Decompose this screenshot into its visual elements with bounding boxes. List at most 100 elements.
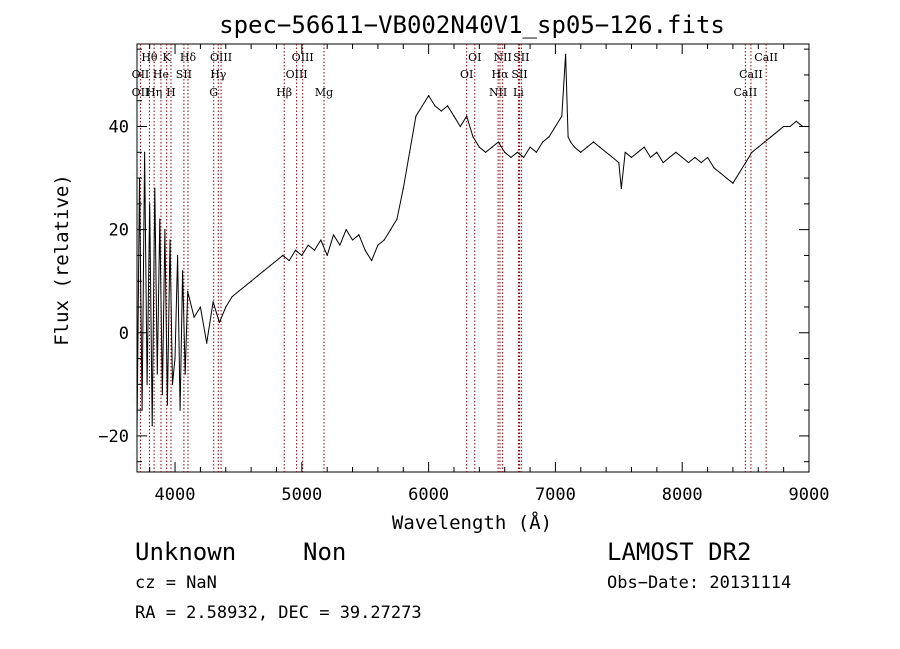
y-axis: −20 0 20 40 xyxy=(98,48,809,463)
spectrum-point xyxy=(156,373,158,375)
spectral-line-label: Li xyxy=(513,86,524,99)
spectrum-point xyxy=(171,383,174,385)
spectrum-point xyxy=(151,424,153,427)
spectrum-point xyxy=(447,105,449,107)
spectrum-point xyxy=(320,239,322,241)
spectrum-point xyxy=(738,172,740,174)
spectral-line-label: SII xyxy=(513,51,529,64)
spectral-line-label: NII xyxy=(489,86,507,99)
spectral-line-label: OI xyxy=(468,51,481,64)
spectrum-point xyxy=(504,151,506,153)
spectrum-point xyxy=(637,151,639,153)
survey-name: LAMOST DR2 xyxy=(607,538,752,566)
spectrum-point xyxy=(573,146,576,148)
spectrum-point xyxy=(199,306,201,308)
spectrum-series xyxy=(136,53,810,437)
spectrum-point xyxy=(649,156,652,159)
spectrum-point xyxy=(389,229,392,231)
spectrum-point xyxy=(250,280,252,282)
spectral-line-label: K xyxy=(163,51,172,64)
spectral-line-label: H xyxy=(166,86,176,99)
spectrum-point xyxy=(789,125,791,128)
spectrum-point xyxy=(370,259,373,262)
spectral-line-label: SII xyxy=(511,68,527,81)
x-tick-label: 4000 xyxy=(155,485,196,505)
spectral-line-label: He xyxy=(153,68,169,81)
spectral-line-label: G xyxy=(209,86,218,99)
spectrum-point xyxy=(751,151,753,153)
spectrum-point xyxy=(179,409,181,411)
spectrum-point xyxy=(146,383,148,385)
object-class: Unknown xyxy=(135,538,237,566)
spectral-line-label: Hδ xyxy=(180,51,197,64)
spectrum-point xyxy=(620,187,622,189)
spectrum-point xyxy=(783,125,785,128)
spectrum-point xyxy=(732,182,734,184)
spectrum-point xyxy=(440,110,442,112)
spectrum-point xyxy=(244,285,246,287)
spectrum-point xyxy=(618,162,620,164)
spectrum-point xyxy=(187,290,189,293)
spectrum-point xyxy=(434,105,436,107)
chart-title: spec−56611−VB002N40V1_sp05−126.fits xyxy=(219,11,725,39)
spectrum-point xyxy=(364,249,366,251)
y-axis-label: Flux (relative) xyxy=(51,174,73,346)
spectrum-point xyxy=(466,115,468,117)
spectrum-point xyxy=(485,151,487,153)
spectrum-point xyxy=(159,218,161,220)
spectrum-point xyxy=(795,120,797,122)
spectrum-point xyxy=(218,321,221,324)
spectrum-point xyxy=(497,141,499,143)
spectrum-point xyxy=(231,296,233,298)
spectrum-point xyxy=(339,244,341,246)
spectrum-line xyxy=(136,53,809,436)
coordinates: RA = 2.58932, DEC = 39.27273 xyxy=(135,603,422,623)
spectrum-point xyxy=(288,259,290,262)
spectrum-point xyxy=(415,115,417,117)
spectrum-point xyxy=(719,172,721,174)
spectral-line-label: Hη xyxy=(146,86,162,99)
spectral-line-label: OIII xyxy=(292,51,314,64)
spectral-line-label: OIII xyxy=(210,51,232,64)
spectrum-point xyxy=(182,270,184,272)
x-tick-label: 6000 xyxy=(408,485,449,505)
spectrum-point xyxy=(275,259,278,262)
spectrum-point xyxy=(313,249,316,251)
spectral-line-label: OIII xyxy=(286,68,308,81)
spectral-line-label: CaII xyxy=(739,68,763,81)
spectral-line-markers xyxy=(139,44,767,472)
spectral-line-label: Hβ xyxy=(276,86,292,99)
y-tick-label: −20 xyxy=(98,427,129,447)
spectrum-point xyxy=(700,162,702,164)
spectrum-point xyxy=(282,254,284,257)
spectrum-point xyxy=(580,151,582,153)
spectral-line-label: NII xyxy=(494,51,512,64)
spectrum-point xyxy=(358,234,360,236)
spectrum-point xyxy=(193,316,195,318)
spectrum-point xyxy=(529,146,531,148)
spectral-line-label: Hγ xyxy=(210,68,227,81)
spectrum-point xyxy=(567,136,569,138)
spectral-line-label: Hθ xyxy=(141,51,158,64)
spectrum-point xyxy=(345,229,347,231)
spectrum-point xyxy=(169,239,171,241)
spectrum-point xyxy=(706,156,709,159)
spectrum-point xyxy=(326,254,328,257)
spectrum-point xyxy=(643,146,645,148)
spectrum-point xyxy=(516,151,518,153)
spectral-line-label: SII xyxy=(176,68,192,81)
spectrum-point xyxy=(402,187,404,189)
spectrum-point xyxy=(184,373,186,375)
spectrum-point xyxy=(757,146,759,148)
x-axis-label: Wavelength (Å) xyxy=(392,511,552,534)
spectrum-point xyxy=(611,156,614,159)
spectrum-point xyxy=(383,239,385,241)
spectrum-point xyxy=(599,146,601,148)
spectrum-point xyxy=(668,156,671,159)
spectrum-point xyxy=(687,162,690,164)
spectrum-point xyxy=(212,301,214,303)
x-tick-label: 5000 xyxy=(281,485,322,505)
spectrum-point xyxy=(523,156,525,159)
